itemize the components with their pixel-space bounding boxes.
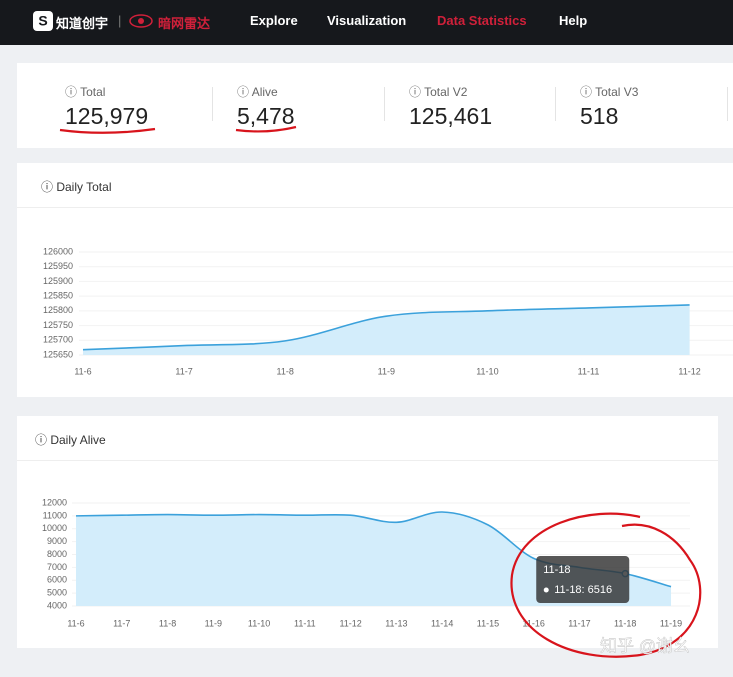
divider bbox=[212, 87, 213, 121]
chart-heading: ⓘ Daily Total bbox=[41, 180, 112, 194]
tooltip-item: 11-18: 6516 bbox=[554, 584, 612, 596]
stat-value: 125,461 bbox=[409, 103, 493, 129]
y-tick-label: 10000 bbox=[42, 523, 67, 533]
chart-title: Daily Total bbox=[56, 180, 112, 194]
x-tick-label: 11-18 bbox=[614, 618, 636, 628]
stat-value: 5,478 bbox=[237, 103, 295, 129]
x-tick-label: 11-19 bbox=[660, 618, 682, 628]
stat-label: ⓘ Total bbox=[65, 85, 106, 99]
stat-label: ⓘ Alive bbox=[237, 85, 278, 99]
nav-item[interactable]: Help bbox=[559, 13, 588, 28]
stats-card: ⓘ Total 125,979 ⓘ Alive 5,478 ⓘ Total V2… bbox=[17, 63, 733, 148]
nav-item[interactable]: Explore bbox=[250, 13, 298, 28]
divider bbox=[727, 87, 728, 121]
chart-card: ⓘ Daily Total bbox=[17, 163, 733, 397]
y-tick-label: 125650 bbox=[43, 349, 73, 359]
y-tick-label: 126000 bbox=[43, 246, 73, 256]
logo-text: 知道创宇 bbox=[56, 16, 109, 31]
y-tick-label: 5000 bbox=[47, 588, 67, 598]
x-tick-label: 11-17 bbox=[568, 618, 590, 628]
x-tick-label: 11-7 bbox=[175, 366, 192, 376]
x-tick-label: 11-10 bbox=[248, 618, 270, 628]
product-name: 暗网雷达 bbox=[158, 16, 211, 31]
heading-rule bbox=[17, 207, 733, 208]
stat-label-text: Alive bbox=[251, 85, 278, 99]
separator: | bbox=[118, 13, 122, 28]
y-tick-label: 7000 bbox=[47, 562, 67, 572]
stat-label-text: Total V2 bbox=[424, 85, 468, 99]
logo-icon: S bbox=[33, 11, 53, 31]
nav-item-active[interactable]: Data Statistics bbox=[437, 13, 527, 28]
nav-bar: S 知道创宇 | 暗网雷达 Explore Visualization Data… bbox=[0, 0, 733, 45]
x-tick-label: 11-8 bbox=[277, 366, 294, 376]
line bbox=[82, 304, 690, 351]
svg-text:S: S bbox=[38, 13, 47, 29]
tooltip-dot bbox=[543, 587, 549, 593]
x-tick-label: 11-13 bbox=[385, 618, 407, 628]
y-tick-label: 11000 bbox=[43, 510, 67, 520]
area bbox=[83, 304, 690, 355]
divider bbox=[384, 87, 385, 121]
x-tick-label: 11-15 bbox=[477, 618, 499, 628]
stat-label: ⓘ Total V2 bbox=[409, 85, 468, 99]
stat-label-text: Total bbox=[80, 85, 106, 99]
divider bbox=[555, 87, 556, 121]
y-tick-label: 4000 bbox=[47, 600, 67, 610]
stat-value: 125,979 bbox=[65, 103, 149, 129]
x-tick-label: 11-8 bbox=[159, 618, 176, 628]
red-underline bbox=[235, 125, 297, 133]
x-tick-label: 11-11 bbox=[294, 618, 316, 628]
nav-item[interactable]: Visualization bbox=[327, 13, 407, 28]
stat-label: ⓘ Total V3 bbox=[580, 85, 639, 99]
x-tick-label: 11-12 bbox=[678, 366, 700, 376]
x-tick-label: 11-11 bbox=[578, 366, 600, 376]
y-tick-label: 8000 bbox=[47, 549, 67, 559]
tooltip-title: 11-18 bbox=[543, 564, 570, 576]
y-tick-label: 125900 bbox=[43, 276, 73, 286]
tooltip bbox=[536, 556, 630, 603]
product-icon bbox=[129, 14, 153, 28]
x-tick-label: 11-16 bbox=[523, 618, 545, 628]
chart-heading: ⓘ Daily Alive bbox=[35, 433, 106, 447]
x-tick-label: 11-12 bbox=[339, 618, 361, 628]
y-tick-label: 125700 bbox=[43, 335, 73, 345]
area bbox=[76, 511, 672, 606]
y-tick-label: 12000 bbox=[42, 497, 67, 507]
stat-label-text: Total V3 bbox=[595, 85, 639, 99]
x-tick-label: 11-10 bbox=[476, 366, 498, 376]
y-tick-label: 125950 bbox=[43, 261, 73, 271]
heading-rule bbox=[17, 460, 718, 461]
red-underline bbox=[59, 127, 156, 134]
chart-title: Daily Alive bbox=[50, 433, 106, 447]
x-tick-label: 11-7 bbox=[113, 618, 130, 628]
y-tick-label: 6000 bbox=[47, 575, 67, 585]
watermark: 知乎 @谢幺 bbox=[600, 636, 690, 655]
x-tick-label: 11-14 bbox=[431, 618, 453, 628]
y-tick-label: 125850 bbox=[43, 291, 73, 301]
x-tick-label: 11-9 bbox=[205, 618, 222, 628]
y-tick-label: 9000 bbox=[47, 536, 67, 546]
red-circle bbox=[510, 512, 702, 658]
x-tick-label: 11-9 bbox=[378, 366, 395, 376]
y-tick-label: 125800 bbox=[43, 305, 73, 315]
x-tick-label: 11-6 bbox=[74, 366, 91, 376]
y-tick-label: 125750 bbox=[43, 320, 73, 330]
stat-value: 518 bbox=[580, 103, 619, 129]
x-tick-label: 11-6 bbox=[67, 618, 84, 628]
annotations bbox=[59, 125, 702, 658]
